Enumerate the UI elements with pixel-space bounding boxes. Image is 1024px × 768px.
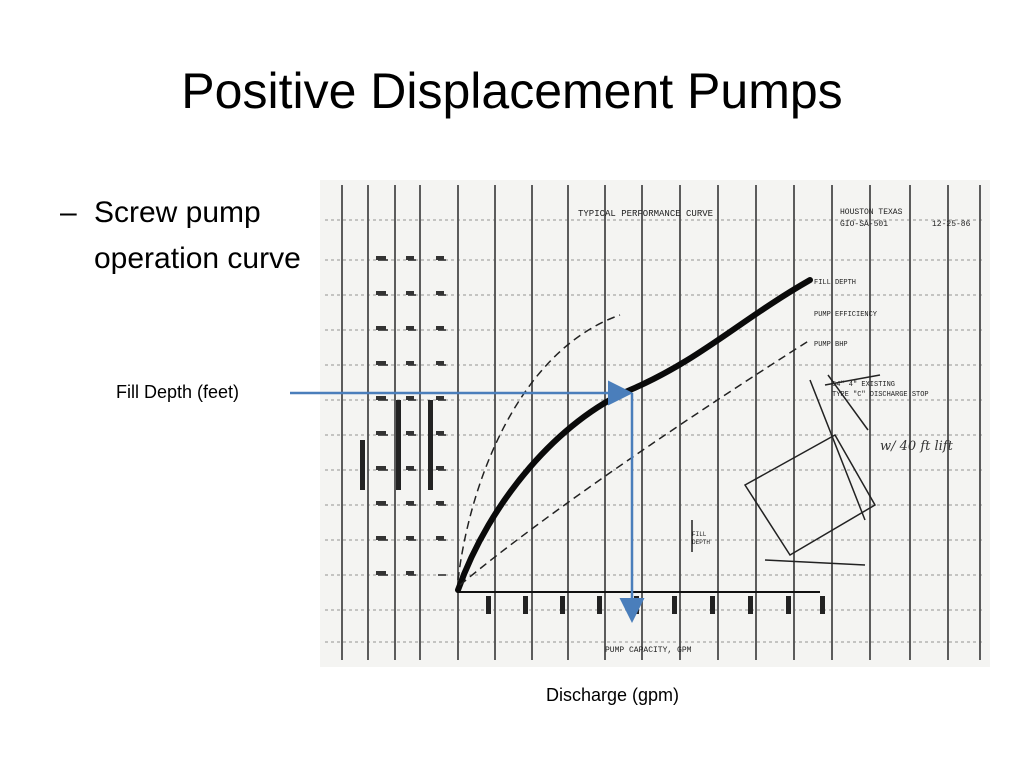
scan-curve-label-efficiency: PUMP EFFICIENCY [814,311,878,319]
bullet-dash: – [60,196,77,229]
scan-diagram-note-1: 54" 4" EXISTING [832,381,895,389]
scan-fill-depth-note-2: DEPTH [692,539,710,546]
scan-date: 12-25-86 [932,220,971,229]
scan-fill-depth-note-1: FILL [692,531,707,538]
bullet-item: – Screw pump operation curve [60,190,310,282]
scan-curve-label-fill-depth: FILL DEPTH [814,279,856,287]
scan-job-no: GIO-SA-501 [840,220,888,229]
scan-handwritten-note: w/ 40 ft lift [880,439,954,454]
scan-header: TYPICAL PERFORMANCE CURVE [578,209,713,219]
scan-diagram-note-2: TYPE "C" DISCHARGE STOP [832,391,929,399]
scan-curve-label-bhp: PUMP BHP [814,341,848,349]
fill-depth-label: Fill Depth (feet) [116,382,240,402]
scan-location: HOUSTON TEXAS [840,208,903,217]
bullet-text: Screw pump operation curve [94,196,301,275]
discharge-label: Discharge (gpm) [546,685,680,705]
slide-title: Positive Displacement Pumps [181,63,843,119]
scanned-pump-curve-image: TYPICAL PERFORMANCE CURVE HOUSTON TEXAS … [320,180,990,667]
scan-x-axis-label: PUMP CAPACITY, GPM [605,646,692,655]
